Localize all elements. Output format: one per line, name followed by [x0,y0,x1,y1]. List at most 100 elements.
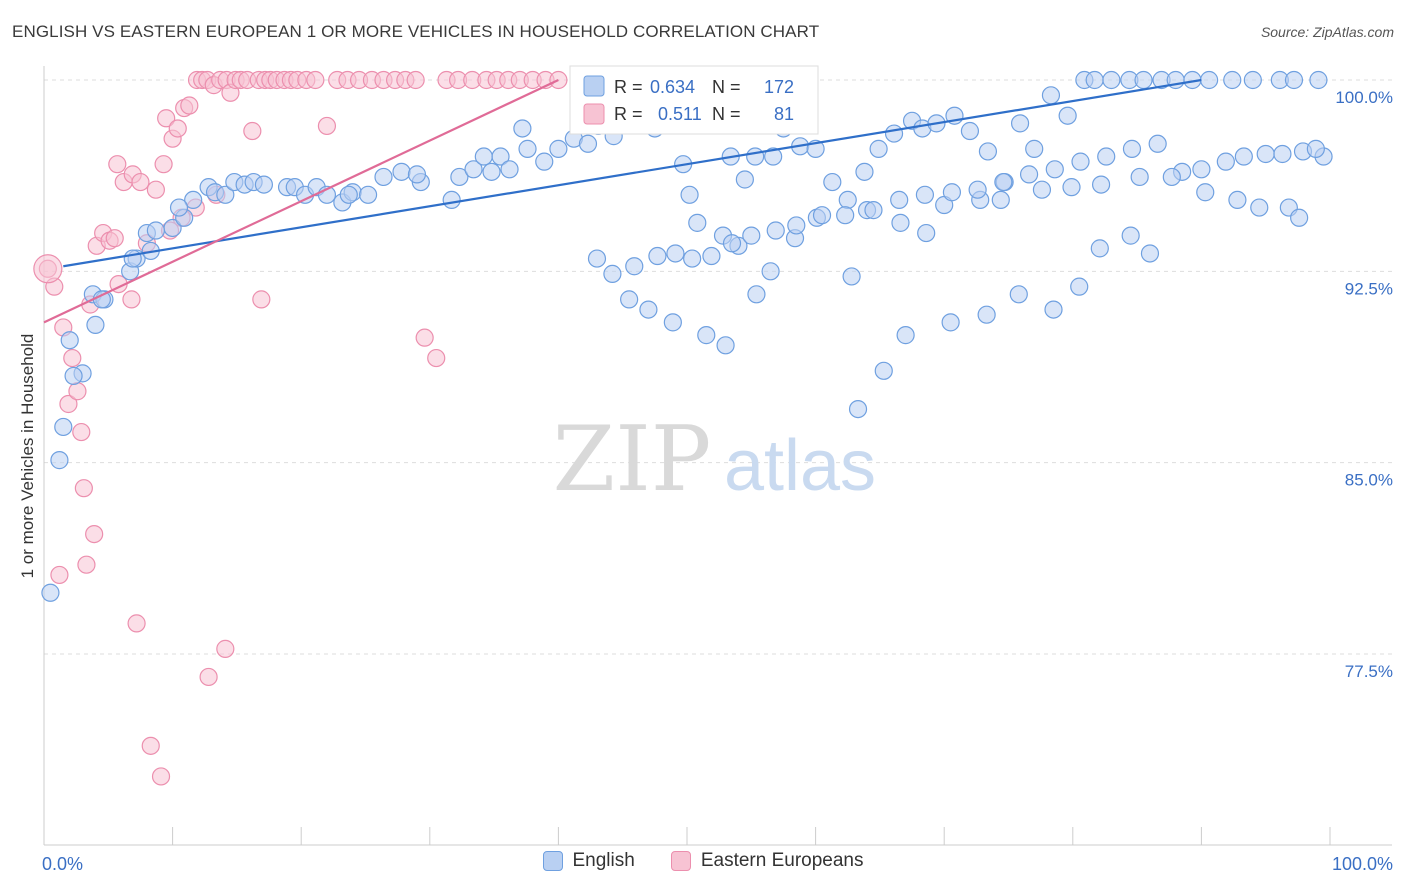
english-point [761,262,780,281]
english-point [977,305,996,324]
english-point [1228,190,1247,210]
eastern-point [415,328,434,347]
chart-title: ENGLISH VS EASTERN EUROPEAN 1 OR MORE VE… [12,22,820,41]
eastern-point [427,348,446,368]
eastern-point [199,667,218,687]
eastern-point [108,155,127,174]
english-point [549,139,568,158]
eastern-point [33,254,63,284]
trend-lines [43,78,1202,324]
english-point [735,170,754,189]
english-point [836,206,855,225]
english-point [1070,277,1089,296]
english-point [1284,70,1304,90]
tick-labels: 100.0% 92.5% 85.0% 77.5% 0.0% 100.0% [42,88,1393,874]
eastern-point [85,524,104,544]
english-point [169,198,189,217]
english-point [1041,86,1061,105]
eastern-point [122,290,141,309]
english-point [874,361,893,380]
english-point [1200,70,1219,90]
english-point [1216,152,1235,171]
english-point [994,172,1013,192]
legend-r-label-english: R = [614,77,643,97]
eastern-point [180,96,199,115]
english-point [746,147,765,166]
english-point [848,399,868,419]
english-point [1044,300,1063,319]
english-point [625,257,644,276]
bottom-legend-english[interactable]: English [542,850,635,872]
english-point [890,190,909,210]
english-point [1306,139,1325,158]
english-point [942,183,962,202]
bottom-legend-label-english: English [572,850,635,871]
watermark-atlas: atlas [724,426,876,506]
english-point [374,167,393,187]
eastern-point [252,290,271,309]
english-point [1010,114,1030,133]
english-point [915,185,935,204]
english-point [1019,165,1039,184]
english-point [1148,134,1167,153]
english-point [787,216,806,235]
english-point [1058,106,1077,125]
english-point [123,249,142,268]
english-point [500,160,519,179]
english-point [764,147,783,166]
eastern-point [216,639,235,658]
eastern-point [306,70,325,90]
english-point [1071,152,1090,171]
english-point [1025,139,1044,158]
english-point [1130,167,1149,187]
english-point [442,190,461,210]
english-point [1032,180,1052,199]
y-tick-label: 100.0% [1335,88,1393,107]
eastern-point [77,555,96,574]
legend-box: R = 0.634 N = 172 R = 0.511 N = 81 [569,65,819,135]
eastern-point [141,736,160,755]
english-point [1062,178,1081,197]
english-point [41,583,60,602]
english-point [1162,167,1181,187]
english-point [1196,183,1215,202]
legend-n-value-english: 172 [764,77,794,97]
legend-r-value-english: 0.634 [650,77,695,97]
watermark: ZIP atlas [553,407,876,512]
eastern-point [72,422,91,442]
english-point [407,165,427,184]
english-point [1192,160,1211,179]
english-point [1102,70,1121,90]
legend-box-frame [569,65,819,135]
legend-n-value-eastern: 81 [774,104,794,124]
eastern-point [63,348,82,368]
english-point [578,134,598,153]
english-point [1045,160,1064,179]
english-point [683,249,702,268]
english-point [663,313,682,332]
english-point [855,162,874,181]
english-point [1122,139,1142,158]
english-point [747,285,766,304]
english-point [1085,70,1104,90]
english-point [482,162,501,181]
eastern-point [105,229,124,248]
english-point [941,313,960,332]
y-tick-label: 92.5% [1345,279,1393,298]
eastern-point [243,121,262,141]
english-point [688,213,707,232]
bottom-legend-eastern[interactable]: Eastern Europeans [670,850,864,872]
english-point [716,336,735,355]
english-point [474,147,493,166]
x-tick-label-min: 0.0% [42,854,83,874]
english-point [54,417,73,437]
legend-n-label-eastern: N = [712,104,741,124]
eastern-point [154,155,173,174]
legend-swatch-english [583,75,605,97]
english-point [1097,147,1116,166]
gridlines [44,79,1392,655]
english-point [702,246,721,266]
english-point [1243,70,1262,90]
english-point [1223,70,1242,90]
